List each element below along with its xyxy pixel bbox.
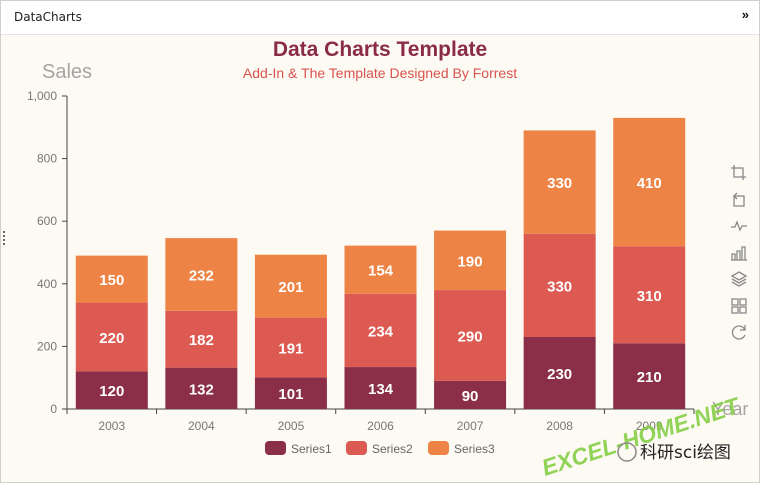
- y-tick-label: 200: [37, 339, 57, 353]
- bar-segment: [344, 367, 417, 409]
- bar-chart-icon[interactable]: [729, 243, 749, 263]
- data-label: 90: [462, 388, 479, 405]
- data-label: 154: [368, 263, 394, 280]
- bar-segment: [613, 117, 686, 247]
- wechat-icon: [617, 442, 637, 462]
- y-tick-label: 1,000: [27, 89, 57, 103]
- data-label: 410: [637, 175, 662, 192]
- bar-segment: [75, 302, 148, 372]
- watermark-caption: 科研sci绘图: [640, 443, 731, 463]
- bar-segment: [344, 245, 417, 294]
- x-tick-label: 2008: [546, 419, 573, 433]
- bar-segment: [434, 380, 507, 409]
- bar-segment: [523, 233, 596, 338]
- x-tick-label: 2009: [636, 419, 663, 433]
- x-tick-label: 2005: [278, 419, 305, 433]
- data-label: 191: [278, 340, 303, 357]
- bar-segment: [165, 310, 238, 368]
- bar-segment: [254, 317, 327, 378]
- legend-swatch: [346, 441, 367, 455]
- data-label: 234: [368, 323, 394, 340]
- data-label: 101: [278, 386, 303, 403]
- data-label: 232: [189, 267, 214, 284]
- x-axis-label: Year: [712, 399, 748, 419]
- data-label: 290: [458, 328, 483, 345]
- bar-segment: [254, 254, 327, 318]
- data-label: 220: [99, 330, 124, 347]
- bar-segment: [523, 130, 596, 234]
- chart-title: Data Charts Template: [273, 38, 487, 61]
- data-label: 310: [637, 288, 662, 305]
- data-label: 134: [368, 381, 394, 398]
- resize-grip[interactable]: [3, 229, 7, 251]
- bar-segment: [75, 255, 148, 303]
- legend-swatch: [428, 441, 449, 455]
- bar-segment: [75, 371, 148, 409]
- bar-segment: [613, 343, 686, 409]
- window-title: DataCharts: [14, 10, 82, 24]
- data-label: 150: [99, 272, 124, 289]
- line-chart-icon[interactable]: [729, 216, 749, 236]
- y-tick-label: 400: [37, 277, 57, 291]
- data-label: 230: [547, 366, 572, 383]
- x-tick-label: 2007: [457, 419, 484, 433]
- x-tick-label: 2004: [188, 419, 215, 433]
- bar-segment: [165, 367, 238, 409]
- rotate-icon[interactable]: [729, 190, 749, 210]
- data-label: 132: [189, 381, 214, 398]
- y-axis-label: Sales: [42, 61, 92, 83]
- data-label: 190: [458, 253, 483, 270]
- legend-label: Series2: [372, 442, 413, 456]
- tiled-icon[interactable]: [729, 296, 749, 316]
- legend-swatch: [265, 441, 286, 455]
- x-tick-label: 2006: [367, 419, 394, 433]
- window-titlebar: DataCharts »: [1, 1, 759, 35]
- y-tick-label: 0: [50, 402, 57, 416]
- bar-segment: [613, 246, 686, 344]
- y-tick-label: 600: [37, 214, 57, 228]
- chart-toolbox: [729, 163, 751, 349]
- double-chevron-right-icon[interactable]: »: [741, 7, 749, 22]
- legend-label: Series1: [291, 442, 332, 456]
- data-label: 330: [547, 278, 572, 295]
- stack-icon[interactable]: [729, 269, 749, 289]
- y-tick-label: 800: [37, 152, 57, 166]
- data-label: 210: [637, 369, 662, 386]
- bar-segment: [434, 230, 507, 291]
- data-label: 120: [99, 383, 124, 400]
- bar-segment: [344, 293, 417, 368]
- refresh-icon[interactable]: [729, 322, 749, 342]
- bar-segment: [523, 337, 596, 409]
- legend-label: Series3: [454, 442, 495, 456]
- bar-segment: [165, 238, 238, 311]
- data-label: 182: [189, 332, 214, 349]
- x-tick-label: 2003: [98, 419, 125, 433]
- chart-subtitle: Add-In & The Template Designed By Forres…: [243, 65, 517, 81]
- bar-segment: [254, 377, 327, 409]
- bar-segment: [434, 290, 507, 381]
- data-label: 201: [278, 279, 303, 296]
- data-label: 330: [547, 175, 572, 192]
- crop-icon[interactable]: [729, 163, 749, 183]
